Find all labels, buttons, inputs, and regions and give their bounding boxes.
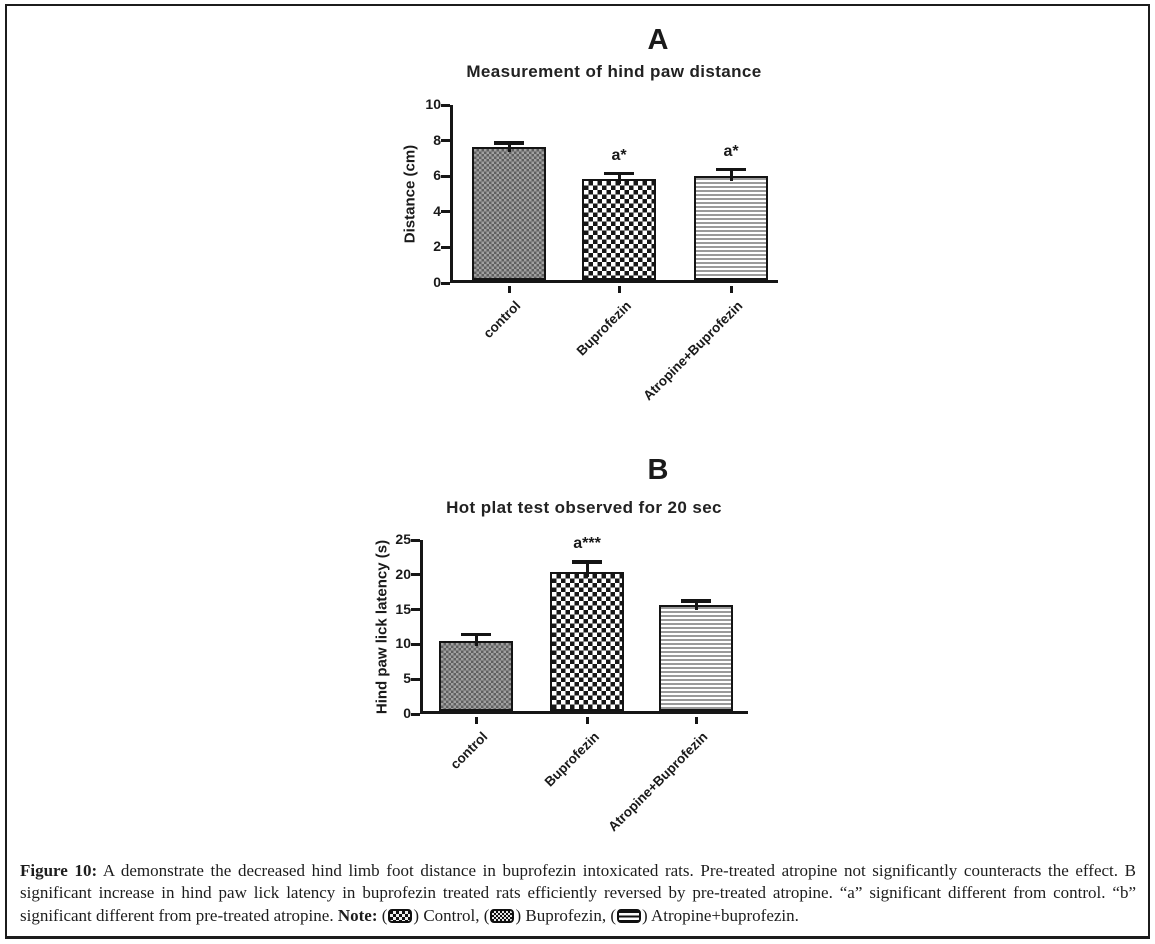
caption-text: ( (377, 905, 388, 925)
y-tick-mark (411, 608, 420, 612)
significance-annotation: a*** (573, 535, 601, 553)
error-bar-cap (494, 141, 524, 145)
bar-atropine-buprofezin (659, 605, 733, 711)
chart-title-b: Hot plat test observed for 20 sec (446, 498, 722, 517)
y-tick-label: 10 (395, 635, 411, 652)
x-tick-mark (729, 286, 733, 293)
bar-control (472, 147, 546, 280)
legend-chip-control (388, 908, 413, 923)
y-tick-mark (441, 103, 450, 107)
y-tick-label: 4 (433, 202, 441, 219)
error-bar-stem (585, 562, 589, 577)
x-tick-mark (507, 286, 511, 293)
error-bar-cap (461, 632, 491, 637)
y-tick-label: 15 (395, 600, 411, 617)
x-category-label: Buprofezin (573, 298, 634, 359)
y-tick-label: 2 (433, 238, 441, 255)
x-tick-mark (474, 717, 478, 724)
caption-text: ) Buprofezin, ( (515, 905, 617, 925)
y-tick-mark (441, 139, 450, 143)
x-category-label: Atropine+Buprofezin (640, 298, 746, 404)
caption-text: Note: (337, 905, 378, 925)
error-bar-cap (716, 167, 746, 172)
y-tick-label: 8 (433, 131, 441, 148)
caption-text: ) Control, ( (413, 905, 490, 925)
y-tick-label: 0 (433, 274, 441, 290)
x-category-label: Buprofezin (541, 729, 602, 790)
bar-buprofezin (550, 571, 624, 711)
error-bar-stem (507, 143, 511, 153)
y-tick-label: 6 (433, 167, 441, 184)
error-bar-cap (604, 171, 634, 176)
x-category-label: control (480, 298, 524, 341)
y-tick-mark (441, 210, 450, 214)
error-bar-cap (572, 560, 602, 564)
y-tick-mark (441, 281, 450, 285)
y-tick-mark (411, 573, 420, 577)
chart-title-a: Measurement of hind paw distance (466, 62, 762, 81)
significance-annotation: a* (723, 142, 739, 160)
legend-chip-atropine-buprofezin (617, 908, 642, 923)
caption-text: ) Atropine+buprofezin. (642, 905, 799, 925)
y-tick-mark (441, 174, 450, 178)
y-axis-label: Distance (cm) (401, 144, 419, 244)
x-category-label: Atropine+Buprofezin (605, 729, 711, 835)
x-tick-mark (694, 717, 698, 724)
caption-text: A demonstrate the decreased hind limb fo… (20, 861, 1136, 925)
bar-buprofezin (582, 178, 656, 280)
error-bar-stem (729, 169, 733, 181)
error-bar-stem (474, 634, 478, 647)
plot-area-a: 0 2 4 6 8 10 control a* Buprofezin a* Atropine+Bup… (425, 96, 778, 403)
bar-control (439, 641, 513, 711)
legend-chip-buprofezin (490, 908, 515, 923)
y-tick-label: 0 (403, 705, 411, 721)
x-tick-mark (585, 717, 589, 724)
y-tick-mark (441, 245, 450, 249)
y-tick-mark (411, 642, 420, 646)
y-tick-label: 25 (395, 531, 411, 547)
y-tick-mark (411, 712, 420, 716)
y-tick-label: 20 (395, 565, 411, 582)
x-tick-mark (617, 286, 621, 293)
y-tick-label: 5 (403, 670, 411, 687)
plot-area-b: 0 5 10 15 20 25 control a*** Buprofezin Atropine+… (395, 531, 748, 834)
x-category-label: control (447, 729, 491, 772)
error-bar-stem (694, 601, 698, 611)
caption-text: Figure 10: (20, 861, 98, 880)
error-bar-stem (617, 173, 621, 184)
y-tick-mark (411, 538, 420, 542)
panel-label-a: A (647, 24, 669, 56)
y-tick-mark (411, 677, 420, 681)
significance-annotation: a* (611, 146, 627, 164)
error-bar-cap (681, 599, 711, 603)
bar-atropine-buprofezin (694, 175, 768, 280)
figure-caption: Figure 10: A demonstrate the decreased h… (20, 860, 1136, 927)
panel-label-b: B (647, 454, 669, 486)
y-tick-label: 10 (425, 96, 441, 112)
